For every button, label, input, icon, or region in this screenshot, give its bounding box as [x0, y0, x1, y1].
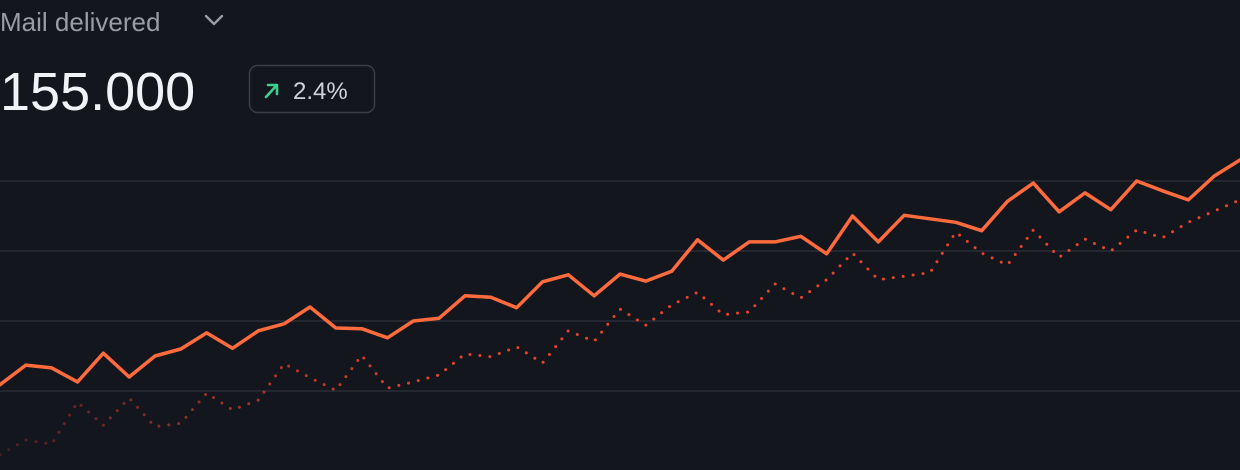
lines: [0, 158, 1240, 457]
dropdown-chevron[interactable]: [204, 14, 224, 26]
metric-value: 155.000: [0, 62, 195, 122]
change-badge: [248, 64, 376, 114]
up-arrow-icon: [264, 83, 279, 99]
comparison-line: [0, 198, 1240, 457]
data-line: [0, 158, 1240, 387]
change-value: 2.4%: [293, 78, 348, 105]
grid: [0, 180, 1240, 392]
widget-title: Mail delivered: [0, 7, 160, 37]
